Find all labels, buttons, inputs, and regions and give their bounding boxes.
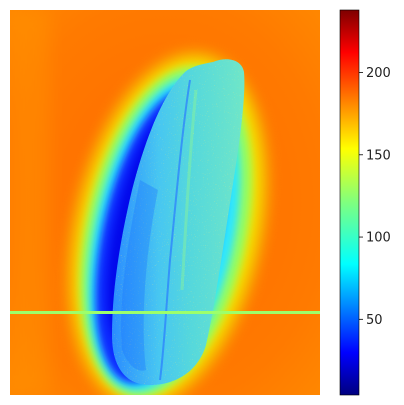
heatmap-image [10, 10, 320, 395]
colorbar-tick-label: 150 [366, 148, 391, 163]
colorbar-tick-label: 50 [366, 313, 383, 328]
object-ridge [159, 79, 191, 381]
colorbar: 50 100 150 200 [339, 9, 391, 396]
colorbar-gradient [340, 10, 359, 395]
artifact-line [10, 311, 320, 314]
colorbar-tick-label: 200 [366, 66, 391, 81]
colorbar-tick-label: 100 [366, 231, 391, 246]
colorbar-ticks: 50 100 150 200 [359, 66, 391, 328]
